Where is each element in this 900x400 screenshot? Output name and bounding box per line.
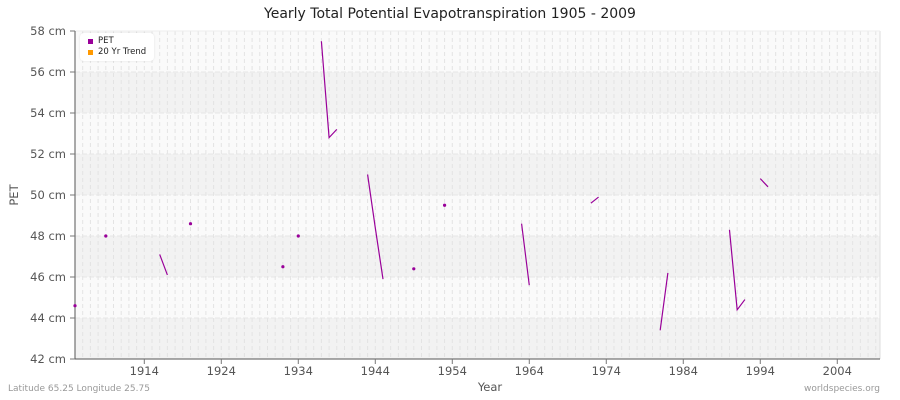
data-line [590,196,599,204]
y-tick-label: 52 cm [30,147,66,161]
x-tick-label: 1914 [130,364,159,378]
plot-band [75,113,880,154]
source-label: worldspecies.org [803,384,880,394]
chart-title: Yearly Total Potential Evapotranspiratio… [264,6,636,22]
data-point [281,265,285,269]
x-tick-label: 1954 [438,364,467,378]
data-line [759,178,769,188]
data-line [520,223,530,286]
x-tick-label: 2004 [823,364,852,378]
location-label: Latitude 65.25 Longitude 25.75 [8,384,150,394]
y-tick-label: 46 cm [30,270,66,284]
legend-label-trend: 20 Yr Trend [98,47,147,57]
y-tick-label: 50 cm [30,188,66,202]
legend-swatch-pet-icon [88,39,93,44]
plot-band [75,277,880,318]
data-line [366,174,384,280]
x-tick-label: 1924 [207,364,236,378]
x-tick-label: 1984 [669,364,698,378]
data-point [104,234,108,238]
plot-band [75,195,880,236]
x-tick-label: 1944 [361,364,390,378]
data-line [728,229,746,312]
plot-band [75,31,880,72]
x-tick-label: 1964 [515,364,544,378]
y-tick-label: 58 cm [30,24,66,38]
plot-band [75,154,880,195]
x-tick-label: 1974 [592,364,621,378]
data-line [159,254,168,276]
plot-band [75,318,880,359]
data-line [659,272,669,331]
legend-item-trend: 20 Yr Trend [88,47,146,58]
y-tick-label: 42 cm [30,352,66,366]
legend-item-pet: PET [88,36,146,47]
x-tick-label: 1994 [746,364,775,378]
x-axis-label: Year [477,380,503,394]
data-point [188,222,193,226]
y-tick-label: 48 cm [30,229,66,243]
y-axis-label: PET [7,183,21,205]
y-tick-label: 54 cm [30,106,66,120]
plot-band [75,72,880,113]
plot-band [75,236,880,277]
y-tick-label: 44 cm [30,311,66,325]
data-line [320,41,338,139]
legend-label-pet: PET [98,36,114,46]
data-point [442,203,447,207]
data-point [412,267,416,271]
x-tick-label: 1934 [284,364,313,378]
legend-swatch-trend-icon [88,50,93,55]
data-point [73,304,77,308]
chart-legend: PET 20 Yr Trend [80,33,155,61]
y-tick-label: 56 cm [30,65,66,79]
data-point [296,234,300,238]
